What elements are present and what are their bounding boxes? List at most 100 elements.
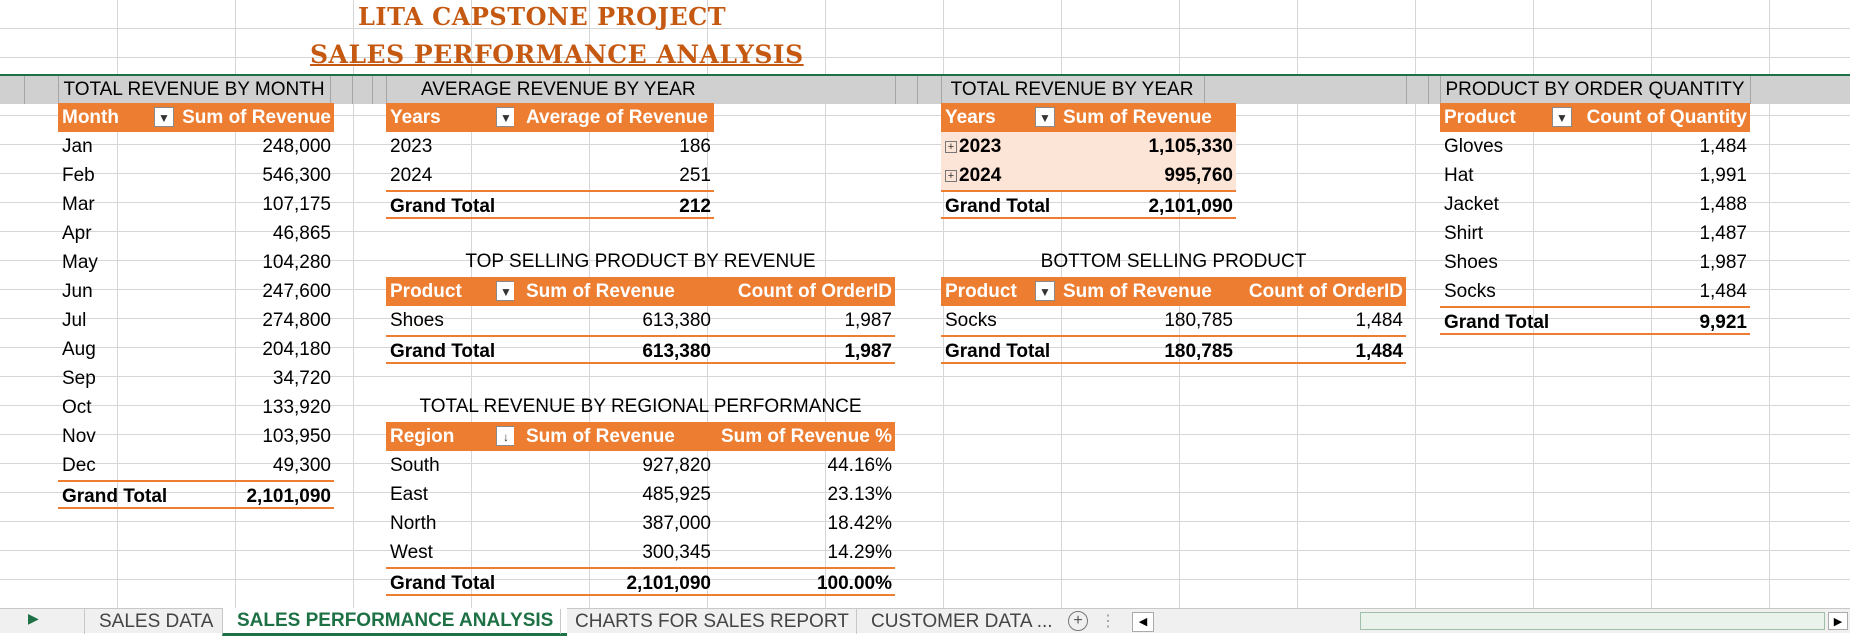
row-value: 46,865: [272, 223, 331, 244]
grand-total-value: 2,101,090: [176, 480, 334, 509]
row-label: Nov: [62, 426, 96, 447]
header-cell[interactable]: Region ↓: [386, 422, 516, 451]
filter-dropdown-icon[interactable]: ▼: [1035, 107, 1055, 127]
section-title-product-qty: PRODUCT BY ORDER QUANTITY: [1445, 79, 1745, 100]
header-cell: Sum of Revenue %: [714, 422, 895, 451]
row-value: 274,800: [262, 310, 331, 331]
grand-total-value: 9,921: [1578, 306, 1750, 335]
row-label: Oct: [62, 397, 92, 418]
grand-total-value: 212: [514, 190, 714, 219]
header-cell[interactable]: Month ▼: [58, 103, 176, 132]
tab-sales-data[interactable]: SALES DATA: [84, 609, 227, 634]
filter-dropdown-icon[interactable]: ▼: [1035, 281, 1055, 301]
header-cell: Count of OrderID: [714, 277, 895, 306]
row-value: 1,484: [1355, 310, 1403, 331]
year-label: 2024: [959, 165, 1002, 186]
row-label: Aug: [62, 339, 96, 360]
grand-total-label: Grand Total: [58, 480, 176, 509]
row-value: 1,987: [1699, 252, 1747, 273]
add-sheet-icon[interactable]: +: [1068, 611, 1088, 631]
scroll-sheets-icon[interactable]: ▶: [28, 610, 39, 626]
grand-total-label: Grand Total: [1440, 306, 1578, 335]
header-cell: Sum of Revenue: [1059, 103, 1236, 132]
header-years: Years: [390, 107, 441, 128]
section-title-top-selling: TOP SELLING PRODUCT BY REVENUE: [465, 251, 816, 272]
row-value: 104,280: [262, 252, 331, 273]
row-value: 186: [679, 136, 711, 157]
section-title-total-year: TOTAL REVENUE BY YEAR: [950, 79, 1194, 100]
row-label: Jacket: [1444, 194, 1499, 215]
row-value: 133,920: [262, 397, 331, 418]
filter-dropdown-icon[interactable]: ▼: [496, 281, 516, 301]
row-value: 1,987: [844, 310, 892, 331]
row-label: Sep: [62, 368, 96, 389]
row-value: 251: [679, 165, 711, 186]
grand-total-value: 100.00%: [714, 567, 895, 596]
row-value: 49,300: [272, 455, 331, 476]
row-value: 107,175: [262, 194, 331, 215]
header-product: Product: [945, 281, 1017, 302]
more-options-icon[interactable]: ⋮: [1100, 613, 1116, 630]
row-label: South: [390, 455, 440, 476]
grand-total-label: Grand Total: [386, 335, 514, 364]
row-value: 1,487: [1699, 223, 1747, 244]
header-cell: Sum of Revenue: [514, 422, 714, 451]
row-label: Feb: [62, 165, 95, 186]
row-value: 247,600: [262, 281, 331, 302]
filter-dropdown-icon[interactable]: ▼: [1552, 107, 1572, 127]
row-value: 204,180: [262, 339, 331, 360]
row-value: 18.42%: [827, 513, 892, 534]
grand-total-label: Grand Total: [941, 190, 1059, 219]
scroll-left-icon[interactable]: ◀: [1132, 612, 1154, 632]
header-cell[interactable]: Product ▼: [386, 277, 516, 306]
header-years: Years: [945, 107, 996, 128]
row-label: Socks: [1444, 281, 1496, 302]
row-value: 613,380: [642, 310, 711, 331]
section-title-avg-year: AVERAGE REVENUE BY YEAR: [421, 79, 696, 100]
row-label: Dec: [62, 455, 96, 476]
row-value: 103,950: [262, 426, 331, 447]
row-label: North: [390, 513, 437, 534]
scroll-right-icon[interactable]: ▶: [1828, 612, 1848, 630]
header-cell[interactable]: Years ▼: [941, 103, 1059, 132]
row-value: 180,785: [1164, 310, 1233, 331]
expand-plus-icon[interactable]: +: [945, 140, 957, 153]
expand-plus-icon[interactable]: +: [945, 169, 957, 182]
header-cell: Sum of Revenue: [514, 277, 714, 306]
filter-dropdown-icon[interactable]: ▼: [496, 107, 516, 127]
header-cell: Count of OrderID: [1236, 277, 1406, 306]
project-title: LITA CAPSTONE PROJECT: [358, 2, 727, 31]
row-label: Hat: [1444, 165, 1474, 186]
header-cell: Sum of Revenue: [1059, 277, 1236, 306]
sort-descending-icon[interactable]: ↓: [496, 426, 516, 446]
row-label[interactable]: +2023: [941, 132, 1059, 161]
row-label: Mar: [62, 194, 95, 215]
header-region: Region: [390, 426, 455, 447]
tab-sales-performance-analysis[interactable]: SALES PERFORMANCE ANALYSIS: [222, 608, 568, 636]
header-cell[interactable]: Product ▼: [941, 277, 1059, 306]
row-value: 927,820: [642, 455, 711, 476]
row-label[interactable]: +2024: [941, 161, 1059, 190]
grand-total-value: 1,484: [1236, 335, 1406, 364]
row-value: 1,991: [1699, 165, 1747, 186]
grand-total-value: 613,380: [514, 335, 714, 364]
row-value: 1,105,330: [1059, 132, 1236, 161]
row-label: 2024: [390, 165, 433, 186]
header-cell: Average of Revenue: [514, 103, 714, 132]
tab-charts-for-sales-report[interactable]: CHARTS FOR SALES REPORT: [560, 609, 863, 634]
row-label: West: [390, 542, 433, 563]
header-cell: Count of Quantity: [1578, 103, 1750, 132]
row-label: East: [390, 484, 429, 505]
tab-customer-data[interactable]: CUSTOMER DATA ...: [856, 609, 1067, 634]
row-label: Shoes: [390, 310, 444, 331]
horizontal-scrollbar[interactable]: [1360, 612, 1825, 630]
header-product: Product: [1444, 107, 1516, 128]
row-value: 485,925: [642, 484, 711, 505]
filter-dropdown-icon[interactable]: ▼: [154, 107, 174, 127]
header-cell[interactable]: Years ▼: [386, 103, 516, 132]
row-value: 23.13%: [827, 484, 892, 505]
grand-total-value: 1,987: [714, 335, 895, 364]
header-cell[interactable]: Product ▼: [1440, 103, 1578, 132]
row-label: Gloves: [1444, 136, 1504, 157]
grand-total-label: Grand Total: [941, 335, 1059, 364]
